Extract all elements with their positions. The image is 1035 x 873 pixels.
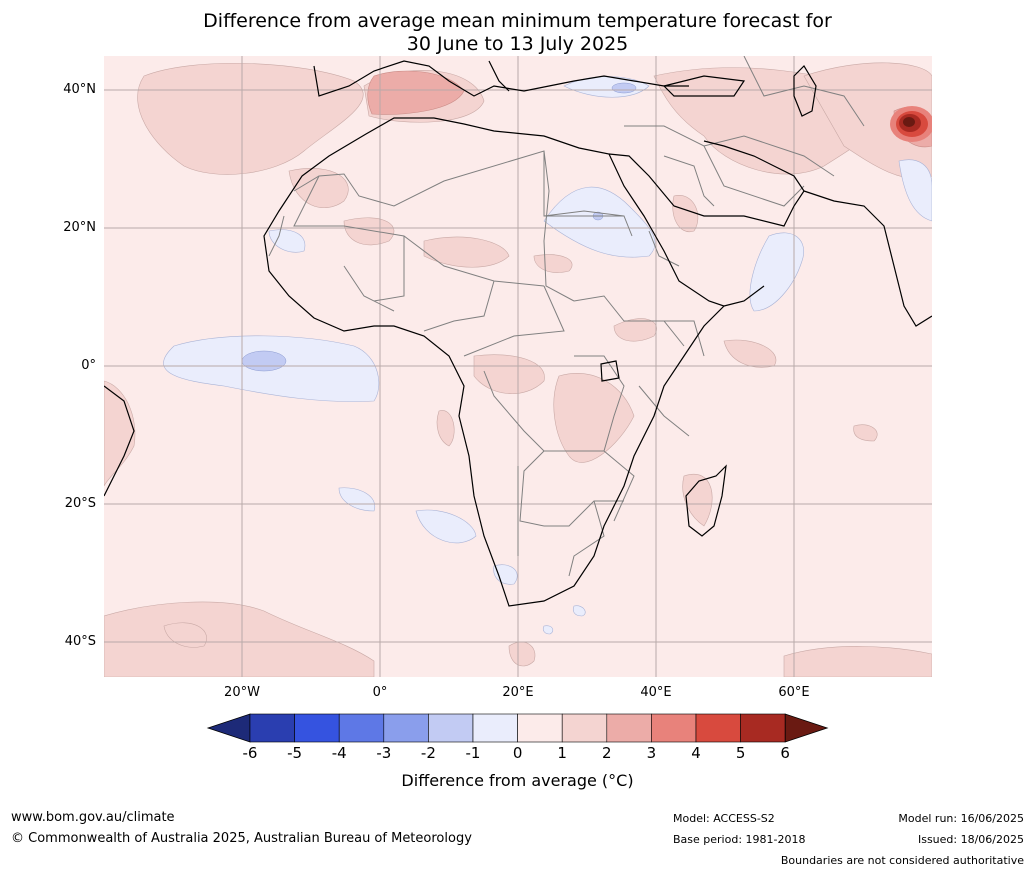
colorbar-tick-label: 3 <box>646 744 657 762</box>
anomaly-hotspot <box>890 106 932 142</box>
coastlines <box>104 60 932 607</box>
colorbar-segment <box>428 713 474 743</box>
colorbar-tick-label: -4 <box>331 744 347 762</box>
lon-label-0: 0° <box>372 685 388 700</box>
colorbar-tick-label: -2 <box>420 744 436 762</box>
footer-issued: Issued: 18/06/2025 <box>917 833 1024 846</box>
colorbar-tick-label: -5 <box>287 744 303 762</box>
anomaly-1-2-areas <box>104 62 932 677</box>
footer-model: Model: ACCESS-S2 <box>673 812 775 825</box>
lat-label-40s: 40°S <box>64 634 96 649</box>
colorbar-segment <box>383 713 429 743</box>
colorbar-segment <box>294 713 340 743</box>
colorbar-extend-high <box>784 713 829 743</box>
lat-label-20s: 20°S <box>64 496 96 511</box>
footer-boundaries-note: Boundaries are not considered authoritat… <box>780 854 1024 867</box>
colorbar-svg <box>206 713 829 743</box>
lat-label-0: 0° <box>81 358 96 373</box>
map-svg <box>104 56 932 677</box>
colorbar-tick-label: 5 <box>735 744 746 762</box>
colorbar-extend-low <box>206 713 251 743</box>
colorbar-tick-label: 4 <box>691 744 701 762</box>
colorbar-tick-label: 2 <box>602 744 612 762</box>
country-borders <box>268 56 865 577</box>
colorbar-segment <box>561 713 608 743</box>
colorbar-tick-label: 6 <box>780 744 790 762</box>
forecast-map <box>104 56 932 677</box>
colorbar-tick-label: -6 <box>242 744 258 762</box>
colorbar-segment <box>740 713 786 743</box>
colorbar <box>0 710 1035 748</box>
footer-website[interactable]: www.bom.gov.au/climate <box>11 810 175 825</box>
colorbar-segment <box>472 713 518 743</box>
colorbar-label: Difference from average (°C) <box>401 771 634 790</box>
colorbar-segment <box>651 713 697 743</box>
colorbar-segment <box>517 713 563 743</box>
footer-copyright: © Commonwealth of Australia 2025, Austra… <box>11 831 472 846</box>
footer-model-run: Model run: 16/06/2025 <box>898 812 1024 825</box>
footer-base-period: Base period: 1981-2018 <box>673 833 806 846</box>
colorbar-tick-label: 0 <box>512 744 523 762</box>
lon-label-60e: 60°E <box>778 685 810 700</box>
map-title: Difference from average mean minimum tem… <box>0 10 1035 56</box>
colorbar-segment <box>695 713 741 743</box>
lon-label-40e: 40°E <box>640 685 672 700</box>
colorbar-tick-label: 1 <box>557 744 567 762</box>
lat-label-20n: 20°N <box>63 220 96 235</box>
colorbar-segment <box>606 713 652 743</box>
colorbar-tick-label: -1 <box>465 744 481 762</box>
lat-label-40n: 40°N <box>63 82 96 97</box>
lon-label-20e: 20°E <box>502 685 534 700</box>
title-line-2: 30 June to 13 July 2025 <box>406 33 629 55</box>
colorbar-tick-label: -3 <box>376 744 392 762</box>
title-line-1: Difference from average mean minimum tem… <box>203 10 832 32</box>
colorbar-segment <box>249 713 295 743</box>
colorbar-segment <box>338 713 385 743</box>
lon-label-20w: 20°W <box>224 685 260 700</box>
